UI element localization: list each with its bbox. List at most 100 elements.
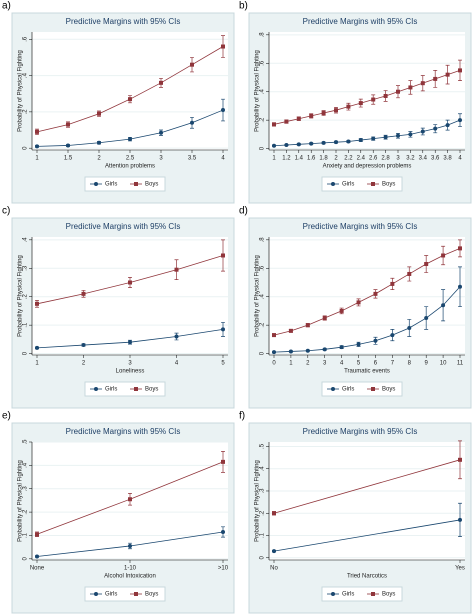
marker (420, 129, 425, 134)
x-tick-label: 10 (440, 361, 447, 367)
marker (190, 120, 194, 125)
marker (309, 141, 314, 146)
marker (305, 348, 310, 353)
marker (331, 592, 335, 596)
marker (371, 592, 375, 596)
y-axis-label: Probability of Physical Fighting (255, 50, 261, 132)
x-tick-label: 9 (425, 361, 429, 367)
marker (81, 343, 86, 348)
y-tick-label: .6 (260, 60, 266, 66)
y-tick-label: 0 (260, 555, 266, 559)
x-tick-label: 5 (357, 361, 361, 367)
x-tick-label: None (30, 566, 45, 572)
marker (128, 280, 132, 285)
y-tick-label: .3 (260, 488, 266, 494)
marker (221, 253, 225, 258)
marker (134, 182, 138, 186)
legend-label: Boys (145, 592, 158, 598)
marker (371, 182, 375, 186)
panel-label: f) (239, 411, 245, 422)
x-tick-label: 1 (35, 156, 39, 162)
y-tick-label: .4 (23, 72, 29, 78)
y-tick-label: .5 (23, 439, 29, 445)
marker (190, 62, 194, 67)
marker (35, 345, 39, 350)
marker (174, 334, 179, 339)
marker (390, 333, 395, 338)
marker (94, 592, 98, 596)
marker (408, 85, 413, 90)
y-tick-label: .4 (23, 237, 29, 243)
marker (159, 80, 163, 85)
y-tick-label: .4 (260, 294, 266, 300)
marker (272, 549, 276, 554)
x-tick-label: 3 (159, 156, 163, 162)
chart-title: Predictive Margins with 95% CIs (66, 222, 181, 231)
marker (390, 281, 395, 286)
legend (84, 586, 166, 602)
x-tick-label: 3 (396, 156, 400, 162)
marker (441, 253, 446, 258)
y-tick-label: .4 (260, 466, 266, 472)
x-tick-label: 2.5 (126, 156, 135, 162)
marker (346, 104, 351, 109)
marker (339, 345, 344, 350)
marker (424, 262, 429, 267)
marker (445, 72, 450, 77)
marker (458, 457, 462, 462)
x-tick-label: 1 (35, 361, 39, 367)
x-tick-label: 2 (334, 156, 338, 162)
marker (128, 497, 132, 502)
chart-title: Predictive Margins with 95% CIs (303, 427, 418, 436)
x-tick-label: >10 (218, 566, 229, 572)
marker (445, 123, 450, 128)
x-tick-label: 4 (340, 361, 344, 367)
marker (221, 459, 225, 464)
legend (321, 176, 403, 192)
marker (134, 387, 138, 391)
marker (272, 143, 276, 148)
marker (159, 130, 163, 135)
marker (321, 140, 326, 145)
legend-label: Boys (382, 592, 395, 598)
y-tick-label: .2 (260, 117, 266, 123)
marker (358, 138, 363, 143)
x-tick-label: 2.4 (357, 156, 366, 162)
marker (371, 97, 376, 102)
marker (331, 387, 335, 391)
series-line (273, 119, 461, 147)
x-axis-label: Loneliness (116, 369, 145, 375)
legend (84, 176, 166, 192)
marker (371, 136, 376, 141)
x-tick-label: 11 (457, 361, 464, 367)
marker (322, 347, 327, 352)
marker (288, 349, 293, 354)
marker (383, 135, 388, 140)
marker (458, 246, 462, 251)
legend (321, 586, 403, 602)
marker (128, 543, 132, 548)
marker (35, 532, 39, 537)
marker (309, 113, 314, 118)
marker (383, 93, 388, 98)
x-tick-label: 1 (289, 361, 293, 367)
marker (339, 308, 344, 313)
x-tick-label: 2.6 (369, 156, 378, 162)
marker (272, 122, 276, 127)
y-tick-label: .1 (260, 532, 266, 538)
marker (334, 108, 338, 113)
chart-title: Predictive Margins with 95% CIs (303, 17, 418, 26)
plot-region (269, 237, 465, 355)
y-tick-label: .2 (23, 509, 29, 515)
legend-label: Girls (342, 182, 354, 188)
chart-title: Predictive Margins with 95% CIs (303, 222, 418, 231)
marker (66, 122, 70, 127)
x-tick-label: 0 (272, 361, 276, 367)
plot-region (32, 32, 228, 150)
marker (221, 529, 225, 534)
marker (94, 387, 98, 391)
x-tick-label: 3.8 (443, 156, 452, 162)
marker (433, 126, 438, 131)
marker (284, 143, 289, 148)
y-axis-label: Probability of Physical Fighting (18, 460, 24, 542)
